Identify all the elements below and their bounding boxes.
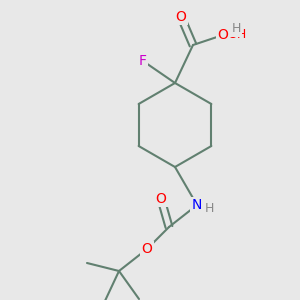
- Text: O: O: [218, 28, 228, 42]
- Text: OH: OH: [227, 28, 246, 41]
- Text: O: O: [156, 192, 167, 206]
- Text: H: H: [204, 202, 214, 215]
- Text: H: H: [231, 22, 241, 35]
- Text: N: N: [192, 198, 202, 212]
- Text: O: O: [176, 10, 186, 24]
- Text: F: F: [139, 54, 147, 68]
- Text: O: O: [142, 242, 152, 256]
